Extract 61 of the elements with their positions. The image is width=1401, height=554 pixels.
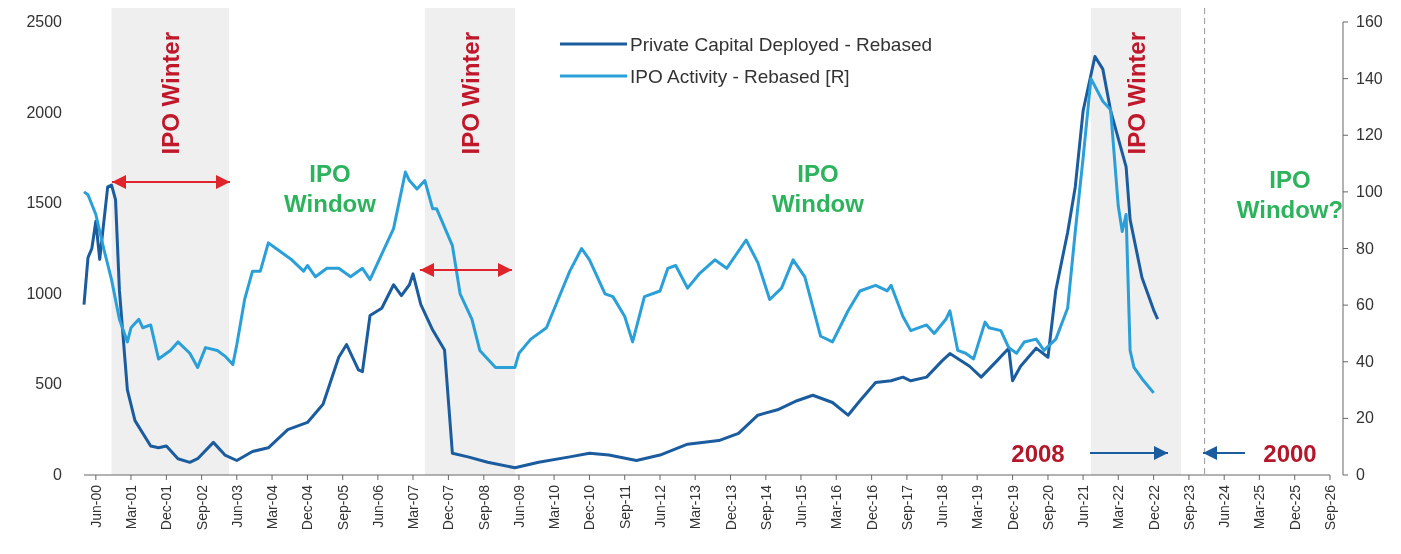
x-tick-label: Mar-10: [546, 484, 563, 530]
x-tick-label: Mar-25: [1251, 484, 1268, 530]
y-tick-label: 1000: [26, 284, 63, 302]
x-tick-label: Jun-09: [510, 484, 527, 528]
x-tick-label: Sep-20: [1039, 484, 1056, 531]
annotation: 2008: [1011, 440, 1065, 467]
band-label: IPO Winter: [456, 32, 484, 155]
x-tick-label: Dec-19: [1004, 484, 1021, 531]
legend-label: Private Capital Deployed - Rebased: [630, 34, 933, 55]
y2-tick-label: 0: [1356, 466, 1365, 483]
y2-tick-label: 160: [1356, 13, 1383, 30]
band-label: IPO Winter: [157, 32, 185, 155]
x-tick-label: Dec-25: [1286, 484, 1303, 531]
x-tick-label: Jun-15: [792, 484, 809, 528]
x-tick-label: Jun-21: [1075, 484, 1092, 528]
y-tick-label: 2500: [26, 13, 63, 30]
x-tick-label: Mar-04: [264, 484, 281, 530]
x-tick-label: Dec-16: [863, 484, 880, 531]
y-tick-label: 1500: [26, 194, 63, 212]
x-tick-label: Sep-26: [1322, 484, 1338, 531]
y2-tick-label: 140: [1356, 69, 1383, 87]
x-tick-label: Jun-24: [1216, 484, 1233, 528]
x-tick-label: Mar-07: [405, 484, 422, 530]
annotation: IPO Window?: [1236, 166, 1344, 223]
y-tick-label: 2000: [26, 103, 63, 121]
x-tick-label: Dec-04: [299, 484, 316, 531]
x-tick-label: Dec-22: [1145, 484, 1162, 531]
x-tick-label: Jun-06: [369, 484, 386, 528]
x-tick-label: Sep-11: [616, 484, 633, 530]
annotation: 2000: [1263, 440, 1317, 467]
y2-tick-label: 20: [1356, 409, 1374, 427]
x-tick-label: Sep-08: [475, 484, 492, 531]
x-tick-label: Jun-18: [934, 484, 951, 528]
x-tick-label: Jun-12: [652, 484, 669, 528]
y2-tick-label: 80: [1356, 239, 1374, 257]
x-tick-label: Mar-19: [969, 484, 986, 530]
y2-tick-label: 40: [1356, 352, 1374, 370]
x-tick-label: Sep-17: [898, 484, 915, 531]
y2-tick-label: 100: [1356, 182, 1383, 200]
x-tick-label: Sep-02: [193, 484, 210, 531]
y-tick-label: 500: [35, 375, 63, 393]
x-tick-label: Sep-23: [1180, 484, 1197, 531]
x-tick-label: Mar-13: [687, 484, 704, 530]
y-tick-label: 0: [53, 466, 63, 483]
x-tick-label: Mar-01: [122, 484, 139, 530]
band-label: IPO Winter: [1122, 32, 1150, 155]
x-tick-label: Dec-01: [158, 484, 175, 531]
x-tick-label: Sep-14: [757, 484, 774, 531]
x-tick-label: Dec-13: [722, 484, 739, 531]
legend-label: IPO Activity - Rebased [R]: [630, 66, 850, 87]
x-tick-label: Sep-05: [334, 484, 351, 531]
annotation: IPO Window: [772, 160, 865, 217]
x-tick-label: Dec-10: [581, 484, 598, 531]
annotation: IPO Window: [284, 160, 377, 217]
x-tick-label: Jun-00: [87, 484, 104, 528]
y2-tick-label: 120: [1356, 126, 1383, 144]
x-tick-label: Mar-22: [1110, 484, 1127, 530]
y2-tick-label: 60: [1356, 296, 1374, 314]
x-tick-label: Mar-16: [828, 484, 845, 530]
x-tick-label: Dec-07: [440, 484, 457, 531]
x-tick-label: Jun-03: [228, 484, 245, 528]
